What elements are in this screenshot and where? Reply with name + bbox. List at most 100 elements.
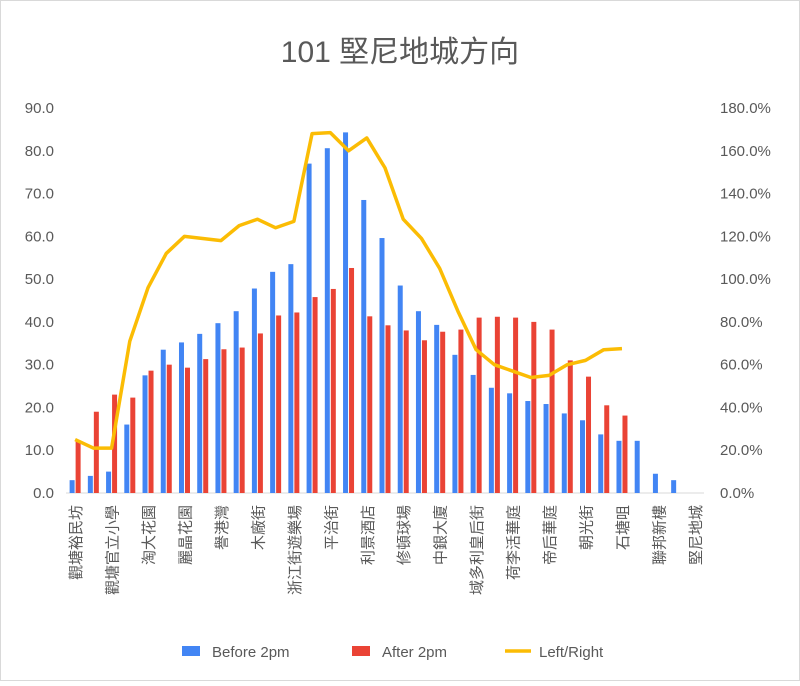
legend-swatch xyxy=(352,646,370,656)
bar xyxy=(270,271,276,493)
bar xyxy=(397,285,403,493)
chart-title: 101 堅尼地城方向 xyxy=(281,36,519,69)
bar xyxy=(507,393,513,493)
bar xyxy=(622,415,628,493)
bar xyxy=(385,325,391,493)
bar xyxy=(476,317,482,493)
bar xyxy=(494,316,500,493)
x-tick-label: 譽港灣 xyxy=(214,505,231,550)
bar xyxy=(239,347,245,493)
bar xyxy=(306,163,312,493)
bar xyxy=(148,370,154,493)
bar xyxy=(586,376,592,493)
y2-tick-label: 120.0% xyxy=(720,228,771,245)
legend-swatch xyxy=(182,646,200,656)
bar xyxy=(470,374,476,493)
x-tick-label: 聯邦新樓 xyxy=(651,505,668,565)
bar xyxy=(221,349,227,493)
bar xyxy=(349,267,355,493)
bar xyxy=(379,238,385,493)
bar xyxy=(87,475,93,493)
bar xyxy=(525,401,531,493)
bar xyxy=(634,440,640,493)
bar xyxy=(294,312,300,493)
y-tick-label: 40.0 xyxy=(25,314,54,331)
legend-label: Left/Right xyxy=(539,644,604,661)
x-tick-label: 域多利皇后街 xyxy=(469,505,486,595)
bar xyxy=(452,354,458,493)
x-tick-label: 帝后華庭 xyxy=(542,505,559,565)
bar xyxy=(415,311,421,493)
bar xyxy=(616,440,622,493)
y2-tick-label: 20.0% xyxy=(720,442,763,459)
y2-tick-label: 140.0% xyxy=(720,186,771,203)
bar xyxy=(215,323,221,493)
y-tick-label: 50.0 xyxy=(25,271,54,288)
bar xyxy=(257,333,263,493)
bar xyxy=(671,480,677,493)
bar xyxy=(513,317,519,493)
y2-tick-label: 160.0% xyxy=(720,143,771,160)
bar xyxy=(543,404,549,493)
line xyxy=(74,130,623,450)
bar xyxy=(652,473,658,493)
bar xyxy=(598,434,604,493)
bar xyxy=(233,311,239,493)
y-tick-label: 70.0 xyxy=(25,186,54,203)
bar xyxy=(324,148,330,493)
legend-label: Before 2pm xyxy=(212,644,290,661)
y2-tick-label: 100.0% xyxy=(720,271,771,288)
bar xyxy=(567,360,573,493)
x-tick-label: 荷李活華庭 xyxy=(506,505,523,580)
bar xyxy=(166,364,172,493)
x-tick-label: 觀塘官立小學 xyxy=(104,505,122,595)
bar xyxy=(178,342,184,493)
bar xyxy=(367,316,373,493)
bar xyxy=(203,359,209,493)
y-tick-label: 60.0 xyxy=(25,228,54,245)
x-tick-label: 中銀大廈 xyxy=(432,505,450,565)
y2-tick-label: 80.0% xyxy=(720,314,763,331)
bar xyxy=(458,329,464,493)
bar xyxy=(288,264,294,493)
bar xyxy=(124,424,130,493)
bar xyxy=(276,315,282,493)
bar xyxy=(434,324,440,493)
x-tick-label: 堅尼地城 xyxy=(688,505,705,565)
bar xyxy=(184,367,190,493)
bar xyxy=(160,349,166,493)
x-tick-label: 利景酒店 xyxy=(360,505,377,565)
y-tick-label: 0.0 xyxy=(33,485,54,502)
y-tick-label: 30.0 xyxy=(25,357,54,374)
bar xyxy=(93,411,99,493)
bar xyxy=(604,405,610,493)
x-tick-label: 浙江街遊樂場 xyxy=(287,505,304,595)
y-tick-label: 10.0 xyxy=(25,442,54,459)
legend-label: After 2pm xyxy=(382,644,447,661)
bar xyxy=(361,199,367,493)
bar xyxy=(531,321,537,493)
bar xyxy=(403,330,409,493)
x-tick-label: 平治街 xyxy=(323,505,340,550)
bar xyxy=(75,440,81,493)
x-tick-label: 麗晶花園 xyxy=(177,505,194,565)
bar xyxy=(142,375,148,493)
bar xyxy=(251,288,257,493)
bar xyxy=(112,394,118,493)
y2-tick-label: 60.0% xyxy=(720,357,763,374)
bar xyxy=(69,480,75,493)
x-tick-label: 淘大花園 xyxy=(141,505,158,565)
x-tick-label: 石塘咀 xyxy=(615,505,632,550)
y2-tick-label: 180.0% xyxy=(720,100,771,117)
bar xyxy=(488,387,494,493)
bar xyxy=(421,340,427,493)
y-tick-label: 90.0 xyxy=(25,100,54,117)
bar xyxy=(549,329,555,493)
x-tick-label: 修頓球場 xyxy=(396,505,413,565)
bar xyxy=(197,333,203,493)
y-tick-label: 20.0 xyxy=(25,399,54,416)
bar xyxy=(561,413,567,493)
bar xyxy=(312,297,318,493)
y2-tick-label: 0.0% xyxy=(720,485,754,502)
